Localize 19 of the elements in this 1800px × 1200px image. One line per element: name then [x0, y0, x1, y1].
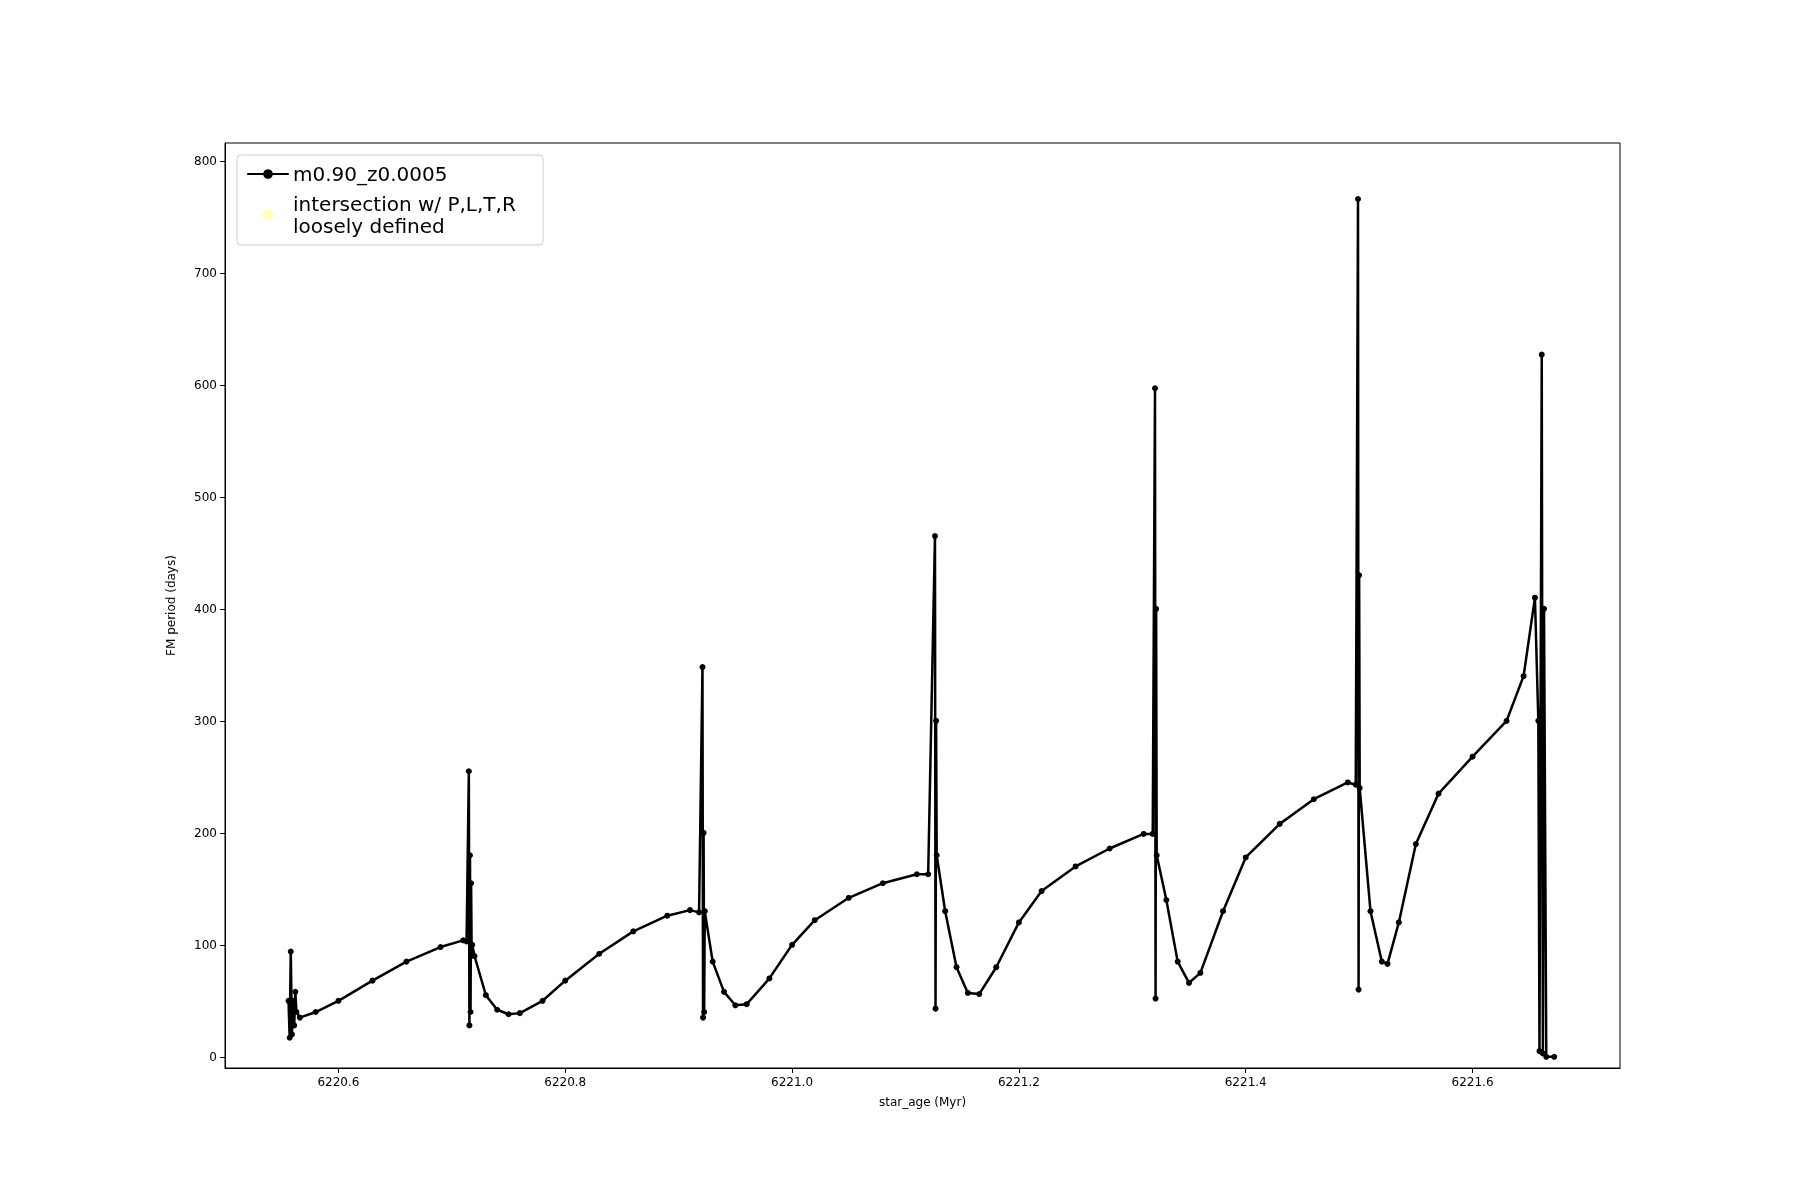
x-axis-title: star_age (Myr): [878, 1095, 967, 1109]
x-tick-label: 6221.0: [771, 1075, 814, 1089]
x-tick-label: 6221.4: [1224, 1075, 1267, 1089]
y-tick-label: 800: [194, 153, 217, 168]
y-tick-label: 600: [194, 377, 217, 392]
x-tick-label: 6221.2: [997, 1075, 1040, 1089]
x-tick-label: 6221.6: [1451, 1075, 1494, 1089]
y-tick-label: 0: [209, 1049, 217, 1064]
y-tick-label: 700: [194, 265, 217, 280]
y-axis-title: FM period (days): [164, 555, 178, 656]
y-tick-label: 300: [194, 713, 217, 728]
y-tick-label: 400: [194, 601, 217, 616]
legend-label: intersection w/ P,L,T,R loosely defined: [293, 192, 523, 238]
legend-label: m0.90_z0.0005: [293, 162, 448, 186]
y-tick-label: 100: [194, 937, 217, 952]
y-tick-label: 200: [194, 825, 217, 840]
x-tick-label: 6220.6: [317, 1075, 360, 1089]
y-tick-label: 500: [194, 489, 217, 504]
x-tick-label: 6220.8: [544, 1075, 587, 1089]
